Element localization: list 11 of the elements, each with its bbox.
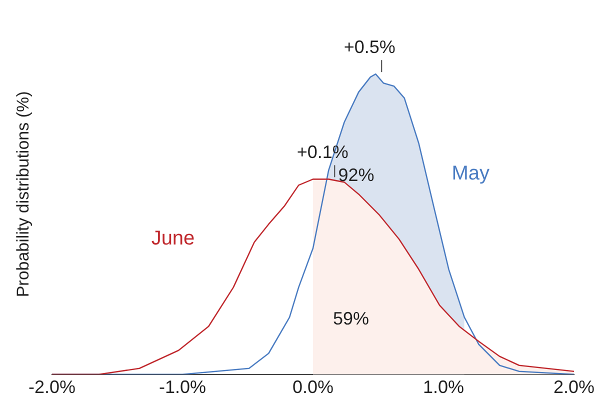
x-tick-label: 0.0% (292, 377, 334, 398)
annotation: +0.5% (344, 37, 396, 58)
y-axis-title: Probability distributions (%) (14, 91, 33, 298)
x-tick-label: 1.0% (422, 377, 464, 398)
x-tick-label: -1.0% (158, 377, 206, 398)
annotation: 92% (338, 165, 374, 186)
series-label: May (452, 162, 490, 185)
text: June (151, 228, 195, 250)
x-tick-label: -2.0% (28, 377, 76, 398)
annotation: 59% (333, 308, 370, 329)
x-tick-label: 2.0% (553, 377, 595, 398)
